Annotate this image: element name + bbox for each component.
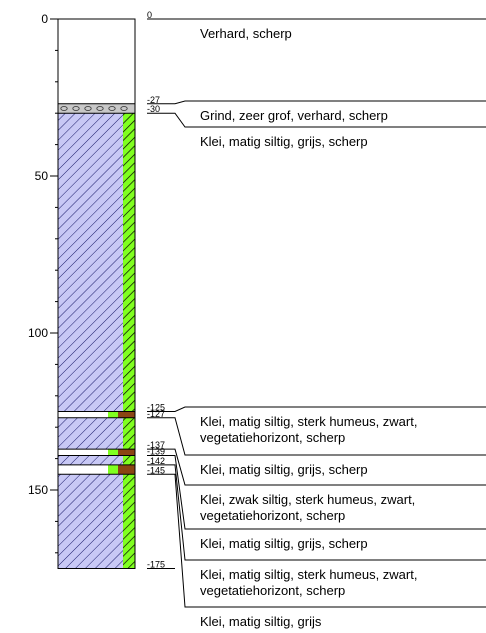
axis-tick-label: 100 xyxy=(28,326,48,340)
layer-humus-green xyxy=(108,411,118,418)
layer-humus-brown xyxy=(118,411,135,418)
layer-description-text: Klei, matig siltig, sterk humeus, zwart, xyxy=(200,567,417,582)
layer-humus-brown xyxy=(118,464,135,475)
layer-description-text: Klei, matig siltig, grijs, scherp xyxy=(200,536,368,551)
description-leader xyxy=(147,454,486,530)
boundary-depth-label: -137 xyxy=(147,440,165,450)
gravel-mark xyxy=(108,106,116,111)
gravel-mark xyxy=(60,106,68,111)
layer-humus-brown xyxy=(118,449,135,456)
boundary-depth-label: -145 xyxy=(147,465,165,475)
layer-humus-strip xyxy=(123,455,135,465)
column-border xyxy=(57,18,136,569)
layer-klei xyxy=(58,113,123,412)
layer-description-text: vegetatiehorizont, scherp xyxy=(200,583,345,598)
layer-klei xyxy=(58,474,123,569)
layer-humus-white xyxy=(58,411,123,418)
boundary-depth-label: -127 xyxy=(147,409,165,419)
layer-humus-strip xyxy=(123,417,135,450)
layer-description-text: Klei, matig siltig, grijs, scherp xyxy=(200,462,368,477)
layer-description-text: Klei, zwak siltig, sterk humeus, zwart, xyxy=(200,492,415,507)
boundary-depth-label: -139 xyxy=(147,446,165,456)
layer-klei xyxy=(58,417,123,450)
description-leader xyxy=(147,464,486,561)
axis-tick-label: 0 xyxy=(41,12,48,26)
axis-tick-label: 50 xyxy=(35,169,49,183)
gravel-mark xyxy=(84,106,92,111)
boundary-depth-label: -30 xyxy=(147,104,160,114)
description-leader xyxy=(147,112,486,128)
soil-column xyxy=(57,18,136,569)
layer-description-text: Klei, matig siltig, grijs xyxy=(200,614,322,629)
layer-verhard xyxy=(58,19,135,104)
gravel-mark xyxy=(120,106,128,111)
layer-humus-strip xyxy=(123,113,135,412)
layer-description-text: Klei, matig siltig, sterk humeus, zwart, xyxy=(200,414,417,429)
layer-humus-strip xyxy=(123,474,135,569)
layer-description-text: Klei, matig siltig, grijs, scherp xyxy=(200,134,368,149)
gravel-mark xyxy=(72,106,80,111)
layer-humus-white xyxy=(58,464,123,475)
layer-description-text: Grind, zeer grof, verhard, scherp xyxy=(200,108,388,123)
boundary-depth-label: -142 xyxy=(147,456,165,466)
boundary-depth-label: -175 xyxy=(147,560,165,570)
layer-description-text: vegetatiehorizont, scherp xyxy=(200,430,345,445)
description-leader xyxy=(147,100,486,105)
layer-descriptions: 0 -27-30 -125-127 -137-139-142-145 -175 Verha… xyxy=(147,10,486,629)
boundary-depth-label: -125 xyxy=(147,403,165,413)
gravel-mark xyxy=(96,106,104,111)
layer-klei xyxy=(58,455,123,465)
description-leader xyxy=(147,417,486,456)
boundary-depth-label: -27 xyxy=(147,95,160,105)
layer-description-text: vegetatiehorizont, scherp xyxy=(200,508,345,523)
boundary-depth-label: 0 xyxy=(147,10,152,20)
layer-description-text: Verhard, scherp xyxy=(200,26,292,41)
layer-humus-white xyxy=(58,449,123,456)
layer-humus-green xyxy=(108,464,118,475)
depth-axis: 0 50 100 150 xyxy=(28,12,58,554)
description-leader xyxy=(147,473,486,608)
axis-tick-label: 150 xyxy=(28,483,48,497)
description-leader xyxy=(147,448,486,486)
description-leader xyxy=(147,406,486,412)
layer-humus-green xyxy=(108,449,118,456)
